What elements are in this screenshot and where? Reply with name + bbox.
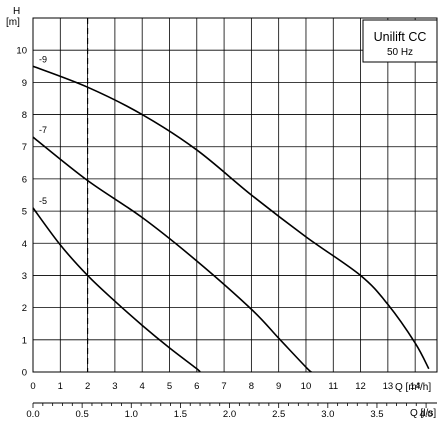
x-tick-label: 7 (221, 381, 226, 392)
secondary-tick-label: 0.5 (76, 409, 89, 420)
x-tick-label: 8 (249, 381, 254, 392)
x-tick-label: 5 (167, 381, 172, 392)
x-tick-label: 9 (276, 381, 281, 392)
secondary-tick-label: 2.0 (223, 409, 236, 420)
x-tick-label: 14 (410, 381, 421, 392)
x-tick-label: 0 (30, 381, 35, 392)
series-label: -7 (39, 125, 47, 135)
y-tick-label: 4 (22, 239, 27, 250)
y-tick-label: 6 (22, 174, 27, 185)
x-axis-title-primary: Q [m³/h] (395, 382, 431, 393)
y-tick-label: 9 (22, 78, 27, 89)
y-axis-title: H (13, 6, 20, 17)
secondary-tick-label: 1.0 (125, 409, 138, 420)
secondary-tick-label: 0.0 (26, 409, 39, 420)
x-tick-label: 13 (383, 381, 394, 392)
y-axis-unit: [m] (6, 17, 20, 28)
series-line (32, 136, 312, 373)
x-tick-label: 12 (355, 381, 366, 392)
legend-box: Unilift CC 50 Hz (362, 19, 438, 63)
secondary-tick-label: 2.5 (272, 409, 285, 420)
x-tick-label: 1 (58, 381, 63, 392)
x-tick-label: 4 (140, 381, 145, 392)
y-tick-label: 2 (22, 303, 27, 314)
x-tick-label: 10 (301, 381, 312, 392)
y-tick-label: 5 (22, 207, 27, 218)
series-line (32, 207, 201, 373)
x-tick-label: 6 (194, 381, 199, 392)
x-tick-label: 11 (328, 381, 338, 392)
y-tick-label: 1 (22, 335, 27, 346)
secondary-tick-label: 3.0 (321, 409, 334, 420)
y-tick-label: 10 (16, 46, 27, 57)
series-lines (32, 65, 430, 373)
grid (33, 18, 437, 372)
plot-frame (32, 17, 438, 373)
axes (32, 17, 438, 408)
y-tick-label: 8 (22, 110, 27, 121)
secondary-tick-label: 3.5 (370, 409, 383, 420)
x-axis-title-secondary: Q [l/s] (410, 408, 436, 419)
y-tick-label: 7 (22, 142, 27, 153)
series-label: -9 (39, 54, 47, 64)
chart-title: Unilift CC (374, 30, 427, 44)
y-tick-label: 3 (22, 271, 27, 282)
chart-subtitle: 50 Hz (387, 47, 413, 58)
x-tick-label: 2 (85, 381, 90, 392)
series-line (32, 65, 430, 370)
series-label: -5 (39, 196, 47, 206)
y-tick-label: 0 (22, 368, 27, 379)
secondary-tick-label: 1.5 (174, 409, 187, 420)
secondary-tick-label: 4.0 (419, 409, 432, 420)
x-tick-label: 3 (112, 381, 117, 392)
